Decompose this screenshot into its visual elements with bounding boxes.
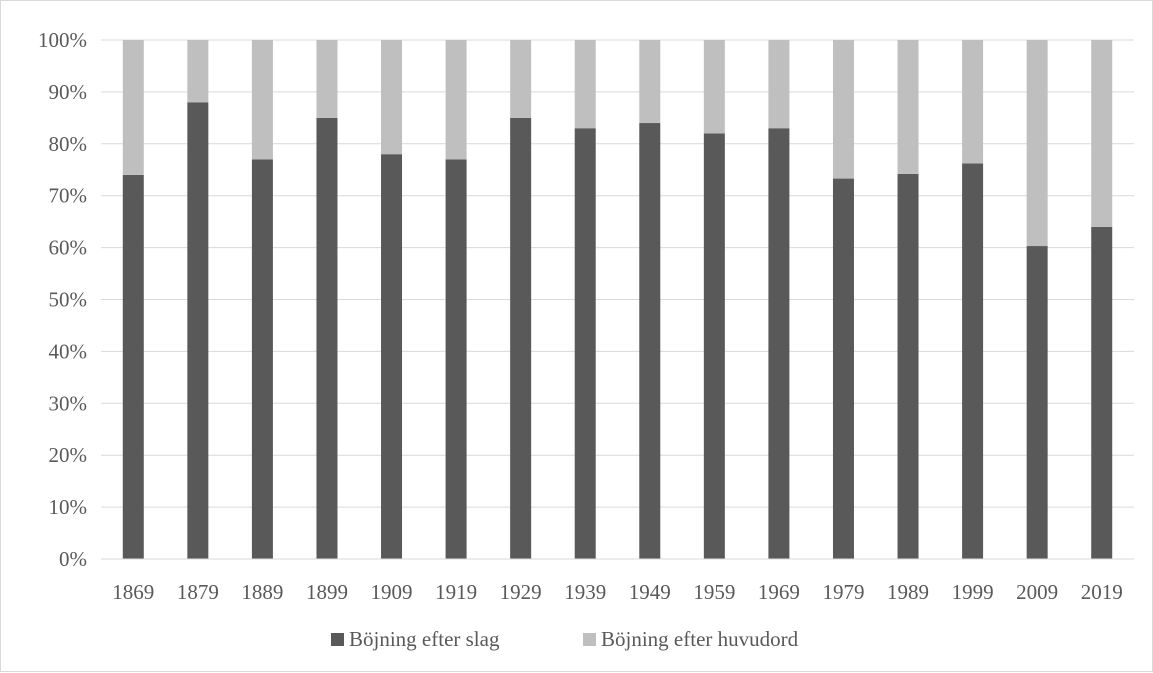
bar-huvudord-1929	[510, 40, 532, 118]
y-tick-label: 70%	[49, 184, 88, 208]
bar-slag-1989	[897, 173, 919, 560]
bar-slag-1959	[703, 133, 725, 560]
bar-huvudord-2009	[1026, 40, 1048, 247]
legend-label: Böjning efter slag	[349, 627, 500, 651]
bar-huvudord-1959	[703, 40, 725, 134]
y-tick-label: 10%	[49, 495, 88, 519]
bar-slag-2009	[1026, 246, 1048, 559]
bar-huvudord-1969	[768, 40, 790, 129]
bar-series	[122, 40, 1113, 560]
bar-huvudord-1889	[251, 40, 273, 160]
x-tick-label: 1869	[112, 580, 154, 604]
x-tick-label: 1999	[952, 580, 994, 604]
bar-slag-1869	[122, 174, 144, 559]
x-axis-ticks: 1869 1879 1889 1899 1909 1919 1929 1939 1949 1959…	[112, 580, 1122, 604]
bar-slag-1889	[251, 159, 273, 559]
bar-slag-1969	[768, 128, 790, 559]
bar-slag-1899	[316, 117, 338, 559]
gridlines	[101, 39, 1134, 508]
y-tick-label: 20%	[49, 443, 88, 467]
bar-huvudord-1919	[445, 40, 467, 160]
x-tick-label: 2019	[1081, 580, 1123, 604]
bar-huvudord-1879	[187, 40, 209, 103]
x-tick-label: 2009	[1016, 580, 1058, 604]
x-tick-label: 1949	[629, 580, 671, 604]
bar-slag-1919	[445, 159, 467, 559]
y-tick-label: 80%	[49, 132, 88, 156]
bar-huvudord-1949	[639, 40, 661, 124]
bar-slag-2019	[1091, 226, 1113, 559]
y-tick-label: 100%	[38, 28, 87, 52]
bar-huvudord-1989	[897, 40, 919, 174]
bar-slag-1929	[510, 117, 532, 559]
bar-huvudord-1909	[381, 40, 403, 155]
bar-slag-1979	[832, 178, 854, 559]
y-axis-ticks: 0% 10% 20% 30% 40% 50% 60% 70% 80% 90% 100%	[38, 28, 87, 571]
legend-label: Böjning efter huvudord	[601, 627, 799, 651]
bar-huvudord-1979	[832, 40, 854, 179]
bar-huvudord-1869	[122, 40, 144, 175]
bar-slag-1909	[381, 154, 403, 559]
legend-swatch	[331, 633, 344, 646]
legend: Böjning efter slag Böjning efter huvudord	[331, 627, 799, 651]
y-tick-label: 90%	[49, 80, 88, 104]
bar-huvudord-1939	[574, 40, 596, 129]
x-tick-label: 1919	[435, 580, 477, 604]
x-tick-label: 1979	[822, 580, 864, 604]
x-tick-label: 1929	[500, 580, 542, 604]
y-tick-label: 40%	[49, 339, 88, 363]
bar-huvudord-2019	[1091, 40, 1113, 227]
x-tick-label: 1959	[693, 580, 735, 604]
y-tick-label: 30%	[49, 391, 88, 415]
bar-slag-1999	[962, 163, 984, 559]
x-tick-label: 1879	[177, 580, 219, 604]
x-tick-label: 1899	[306, 580, 348, 604]
bar-huvudord-1999	[962, 40, 984, 164]
x-tick-label: 1989	[887, 580, 929, 604]
bar-slag-1949	[639, 123, 661, 559]
y-tick-label: 0%	[59, 547, 87, 571]
x-tick-label: 1909	[371, 580, 413, 604]
legend-swatch	[583, 633, 596, 646]
y-tick-label: 50%	[49, 288, 88, 312]
x-tick-label: 1939	[564, 580, 606, 604]
bar-slag-1939	[574, 128, 596, 559]
bar-huvudord-1899	[316, 40, 338, 118]
x-tick-label: 1889	[241, 580, 283, 604]
y-tick-label: 60%	[49, 236, 88, 260]
bar-slag-1879	[187, 102, 209, 559]
x-tick-label: 1969	[758, 580, 800, 604]
